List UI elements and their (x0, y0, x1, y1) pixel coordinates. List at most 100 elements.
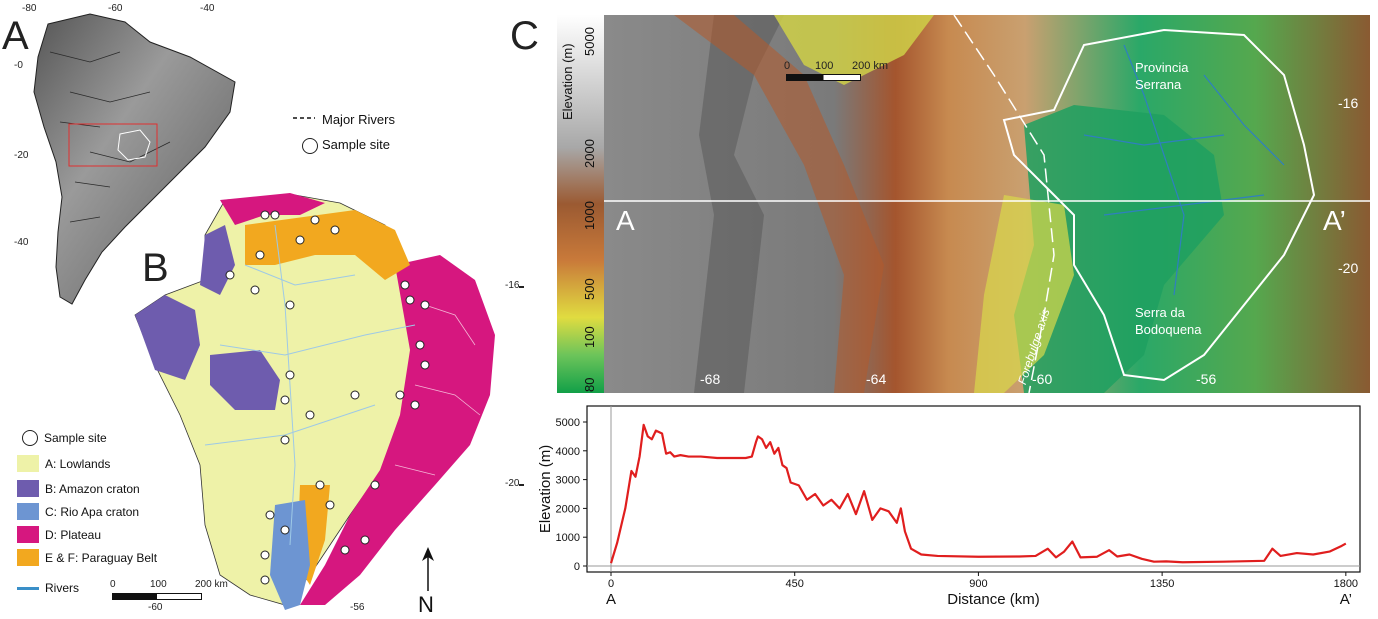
panel-c-lat-tick: -16 (1338, 95, 1359, 111)
legend-swatch (17, 455, 39, 472)
elevation-profile-line (609, 423, 1347, 564)
study-area-box (68, 123, 158, 167)
panel-a-lon-tick: -40 (200, 3, 215, 14)
sample-site-label: Sample site (322, 137, 390, 152)
elevation-legend-title: Elevation (m) (560, 43, 575, 120)
scale-bar (112, 593, 202, 600)
y-axis-label: Elevation (m) (537, 445, 554, 533)
panel-b-letter: B (142, 246, 169, 290)
panel-a-lon-tick: -80 (22, 3, 37, 14)
north-label: N (418, 592, 434, 617)
sample-sites (225, 210, 430, 585)
basin-geology-map (134, 193, 495, 610)
legend-paraguay-belt: E & F: Paraguay Belt (17, 549, 157, 566)
amazon-craton-central (210, 350, 280, 410)
elev-tick: 1000 (582, 201, 597, 230)
place-label-serra-da: Serra da (1135, 305, 1185, 320)
elev-tick: 2000 (582, 139, 597, 168)
legend-lowlands: A: Lowlands (17, 455, 110, 472)
x-axis-label: Distance (km) (947, 591, 1040, 608)
elevation-profile-chart: 0 1000 2000 3000 4000 5000 0 450 900 1350 1800 Dist… (537, 405, 1361, 608)
legend-rivers-line (17, 586, 39, 590)
major-rivers-label: Major Rivers (322, 112, 395, 127)
panel-b-lon-tick: -56 (350, 602, 365, 613)
place-label-provincia: Provincia (1135, 60, 1189, 75)
elev-tick: 500 (582, 278, 597, 300)
lat-tick-mark (519, 484, 524, 486)
x-tick-label: 1800 (1334, 578, 1358, 590)
panel-c-letter: C (510, 14, 539, 58)
legend-label: D: Plateau (45, 527, 102, 542)
legend-rivers: Rivers (17, 581, 79, 595)
legend-plateau: D: Plateau (17, 526, 101, 543)
lat-tick-mark (519, 286, 524, 288)
plateau-north (220, 193, 325, 225)
south-america-map (33, 13, 236, 305)
y-tick-label: 1000 (556, 532, 580, 544)
scale-label: 200 km (852, 60, 889, 72)
legend-sample-site: Sample site (22, 430, 107, 446)
legend-label: E & F: Paraguay Belt (45, 550, 158, 565)
amazon-craton-north (200, 225, 235, 295)
relief-map (604, 15, 1370, 393)
scale-label: 0 (110, 579, 116, 590)
legend-label: Rivers (45, 581, 80, 595)
scale-label: 100 (150, 579, 167, 590)
scale-label: 0 (784, 60, 791, 72)
place-label-serrana: Serrana (1135, 77, 1182, 92)
rio-apa-craton (270, 500, 310, 610)
elev-tick: 5000 (582, 27, 597, 56)
y-tick-label: 4000 (556, 446, 580, 458)
sample-site-symbol (302, 138, 318, 154)
legend-label: A: Lowlands (45, 456, 111, 471)
plot-frame (586, 405, 1361, 573)
scale-label: 100 (815, 60, 834, 72)
plateau-region (300, 255, 495, 605)
x-tick-label: 1350 (1150, 578, 1174, 590)
legend-swatch (17, 526, 39, 543)
legend-label: B: Amazon craton (45, 481, 140, 496)
x-end-label: A’ (1340, 591, 1352, 608)
legend-swatch (17, 503, 39, 520)
legend-label: C: Rio Apa craton (45, 504, 140, 519)
panel-a-lon-tick: -60 (108, 3, 123, 14)
north-arrow-icon (422, 547, 434, 591)
panel-c-lon-tick: -60 (1032, 371, 1053, 387)
panel-c-lon-tick: -64 (866, 371, 887, 387)
section-end-label: A’ (1323, 205, 1346, 236)
legend-sample-symbol (22, 430, 38, 446)
section-start-label: A (616, 205, 635, 236)
panel-a-lat-tick: -0 (14, 60, 23, 71)
panel-b-lat-tick: -16 (505, 280, 520, 291)
panel-a-lat-tick: -20 (14, 150, 29, 161)
elevation-legend-bar (557, 15, 604, 393)
panel-c-lat-tick: -20 (1338, 260, 1359, 276)
panel-b-lon-tick: -60 (148, 602, 163, 613)
y-tick-label: 2000 (556, 503, 580, 515)
x-tick-label: 900 (969, 578, 987, 590)
amazon-craton-west (135, 295, 200, 380)
x-tick-label: 0 (608, 578, 614, 590)
legend-label: Sample site (44, 431, 107, 445)
legend-rio-apa-craton: C: Rio Apa craton (17, 503, 139, 520)
elev-tick: 100 (582, 326, 597, 348)
panel-a-lat-tick: -40 (14, 237, 29, 248)
x-start-label: A (606, 591, 616, 608)
panel-c-lon-tick: -56 (1196, 371, 1217, 387)
forebulge-axis-line (953, 15, 1055, 393)
panel-a-letter: A (2, 14, 29, 58)
panel-c-lon-tick: -68 (700, 371, 721, 387)
legend-amazon-craton: B: Amazon craton (17, 480, 140, 497)
place-label-bodoquena: Bodoquena (1135, 322, 1202, 337)
major-rivers-line (293, 117, 315, 119)
y-tick-label: 0 (574, 561, 580, 573)
y-tick-label: 5000 (556, 417, 580, 429)
panel-b-lat-tick: -20 (505, 478, 520, 489)
paraguay-belt-north (245, 210, 410, 280)
scale-label: 200 km (195, 579, 228, 590)
legend-swatch (17, 549, 39, 566)
x-tick-label: 450 (786, 578, 804, 590)
basin-outline (1002, 28, 1316, 382)
legend-swatch (17, 480, 39, 497)
elev-tick: 80 (582, 377, 597, 392)
